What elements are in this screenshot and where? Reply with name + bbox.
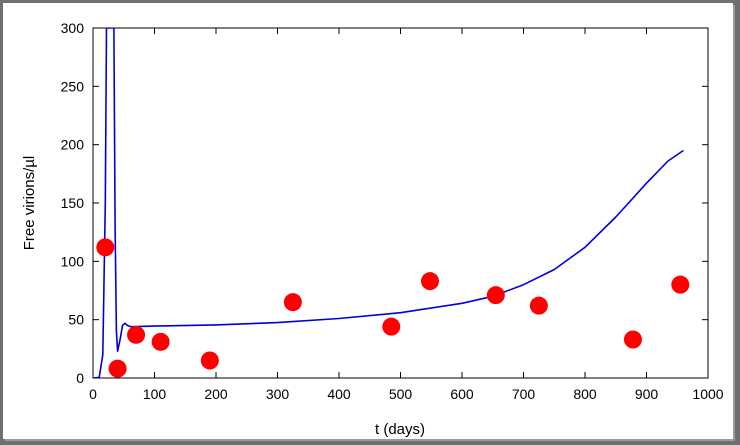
data-point: [382, 317, 401, 336]
y-axis-label: Free virions/µl: [21, 156, 38, 251]
x-axis-label: t (days): [375, 421, 425, 438]
y-tick-label: 200: [61, 137, 85, 153]
data-point: [127, 325, 146, 344]
y-tick-label: 100: [61, 253, 85, 269]
y-tick-label: 300: [61, 20, 85, 36]
line-layer: [93, 28, 684, 378]
x-tick-label: 200: [204, 386, 228, 402]
x-tick-label: 300: [266, 386, 290, 402]
x-tick-label: 100: [143, 386, 167, 402]
x-tick-label: 1000: [692, 386, 723, 402]
data-point: [671, 275, 690, 294]
y-tick-label: 0: [76, 370, 84, 386]
data-point: [623, 330, 642, 349]
data-point: [200, 351, 219, 370]
model-curve: [93, 28, 684, 378]
x-tick-label: 900: [635, 386, 659, 402]
data-point: [421, 272, 440, 291]
data-point: [529, 296, 548, 315]
data-point: [108, 359, 127, 378]
data-point: [96, 238, 115, 257]
y-tick-label: 250: [61, 78, 85, 94]
x-tick-label: 400: [327, 386, 351, 402]
data-point: [486, 286, 505, 305]
data-point: [151, 332, 170, 351]
points-layer: [96, 238, 690, 378]
x-tick-label: 700: [512, 386, 536, 402]
x-tick-label: 0: [89, 386, 97, 402]
x-tick-label: 600: [450, 386, 474, 402]
data-point: [283, 293, 302, 312]
x-tick-label: 500: [389, 386, 413, 402]
y-tick-label: 50: [68, 312, 84, 328]
x-tick-label: 800: [573, 386, 597, 402]
axes: 0 100 200 300 400 500 600 700 800 900 1000 0 50 100 15…: [61, 20, 724, 402]
y-tick-label: 150: [61, 195, 85, 211]
